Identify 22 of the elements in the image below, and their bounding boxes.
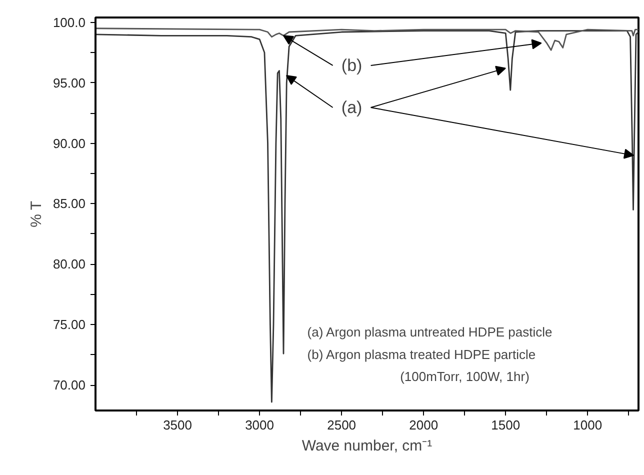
line-series	[96, 28, 638, 51]
x-tick-label: 2000	[409, 418, 438, 432]
y-tick-label: 90.00	[52, 136, 86, 151]
x-tick-label: 1500	[491, 418, 520, 432]
y-tick-label: 95.00	[52, 75, 86, 90]
annotation: (a) Argon plasma untreated HDPE pasticle	[307, 324, 552, 340]
y-tick-label: 80.00	[52, 256, 86, 272]
x-tick-label: 2500	[327, 418, 356, 432]
line-series	[96, 30, 638, 403]
y-axis-title: % T	[28, 200, 45, 228]
y-tick-label: 85.00	[52, 196, 86, 212]
annotation: (a)	[341, 98, 362, 117]
x-axis-title: Wave number, cm⁻¹	[302, 438, 432, 454]
y-tick-label: 75.00	[52, 317, 86, 332]
annotation: (b) Argon plasma treated HDPE particle	[307, 346, 536, 362]
x-tick-label: 1000	[573, 418, 602, 432]
annotation: (b)	[341, 56, 362, 75]
y-tick-label: 70.00	[52, 378, 86, 393]
annotation: (100mTorr, 100W, 1hr)	[400, 369, 530, 384]
x-tick-label: 3500	[163, 418, 192, 432]
x-tick-label: 3000	[245, 418, 274, 432]
y-tick-label: 100.0	[52, 14, 86, 30]
